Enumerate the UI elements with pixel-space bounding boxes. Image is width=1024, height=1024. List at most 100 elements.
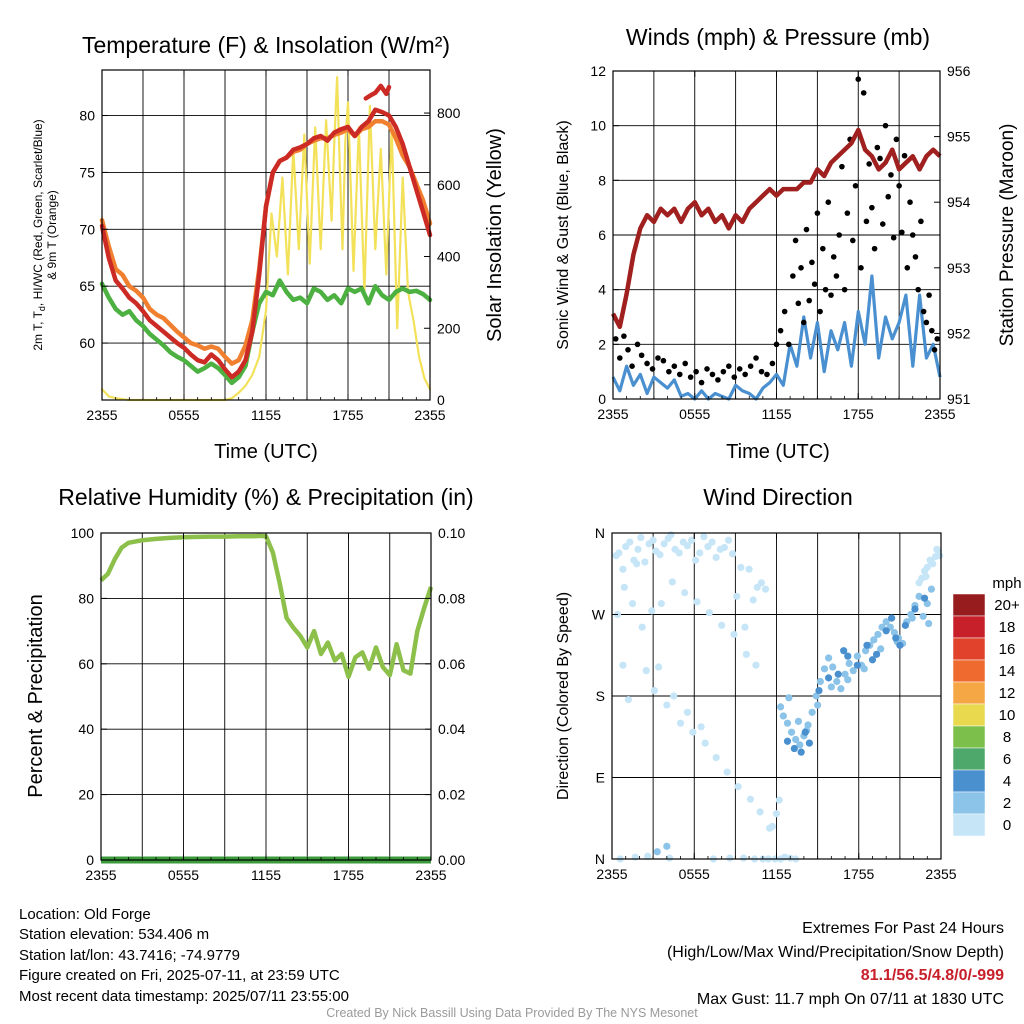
gust-point [720,368,727,375]
y-tick-label: 80 [78,590,94,606]
y-tick-label: E [596,770,605,786]
gust-point [649,366,656,372]
direction-point-strong [888,614,896,622]
direction-point-moderate [663,842,671,850]
gust-point [764,371,770,378]
y-tick-label: 60 [79,335,95,351]
gust-point [660,357,667,364]
x-tick-label: 2355 [85,867,116,883]
winds-y2label: Station Pressure (Maroon) [997,124,1018,347]
gust-point [693,368,699,375]
gust-point [638,352,645,359]
gust-point [923,319,930,326]
gust-point [931,347,938,353]
extremes-values: 81.1/56.5/4.8/0/-999 [860,967,1004,984]
y-tick-label: 0 [598,391,606,407]
y-tick-label: 80 [79,108,95,124]
direction-point-moderate [783,719,792,727]
colorbar-label: 18 [999,619,1016,636]
direction-point-light [619,565,627,573]
x-tick-label: 1155 [761,406,791,422]
direction-point-light [631,853,639,861]
direction-point-light [634,545,642,553]
gust-point [918,218,924,225]
x-tick-label: 0555 [168,407,199,423]
direction-point-light [718,621,726,629]
winds-ticks: 2355 0555 1155 1755 235502468101295195295395… [590,63,970,422]
direction-point-moderate [845,659,853,668]
direction-grid [612,533,941,859]
x-tick-label: 1155 [251,867,281,883]
gust-point [777,327,784,334]
gust-point [833,273,840,279]
series-pressure [611,127,942,330]
direction-point-strong [834,670,842,678]
gust-point [726,363,732,370]
colorbar-swatch [952,593,986,617]
direction-point-light [923,563,931,572]
direction-point-light [936,552,944,560]
y-tick-label: 0.02 [438,787,465,803]
temperature-ylabel-sub: d [37,306,47,311]
gust-point [687,374,694,380]
gust-point [836,232,842,238]
credit-line: Created By Nick Bassill Using Data Provi… [326,1006,698,1020]
direction-point-light [668,578,676,586]
direction-point-moderate [841,670,849,678]
direction-point-moderate [777,703,785,711]
direction-point-light [696,549,704,557]
gust-point [634,341,641,348]
gust-point [769,360,776,367]
gust-point [899,229,905,236]
direction-point-light [749,596,757,604]
direction-point-light [650,686,659,695]
direction-point-moderate [808,708,816,716]
direction-point-moderate [890,629,898,637]
direction-point-light [745,565,753,573]
direction-point-light [620,583,628,591]
gust-point [896,183,902,189]
direction-point-strong [882,627,890,635]
direction-point-moderate [787,728,796,736]
direction-point-moderate [919,612,927,620]
direction-point-strong [797,748,805,756]
direction-point-moderate [814,701,822,709]
colorbar-label: 14 [999,663,1016,680]
direction-point-moderate [653,848,661,856]
gust-point [920,308,927,315]
y-tick-label: 10 [590,118,606,134]
direction-point-moderate [908,614,916,622]
gust-point [879,221,886,227]
x-tick-label: 2355 [597,406,628,422]
gust-point [666,368,672,375]
direction-point-strong [815,686,823,695]
y-tick-label: 952 [947,325,971,341]
temperature-ylabel-line2: & 9m T (Orange) [45,190,59,280]
winds-title: Winds (mph) & Pressure (mb) [626,24,930,50]
direction-point-strong [824,674,833,682]
y-tick-label: 600 [437,177,461,193]
temperature-ylabel-line1b: , HI/WC (Red, Green, Scarlet/Blue) [31,119,45,306]
gust-point [839,163,845,170]
direction-point-strong [853,661,861,669]
direction-point-strong [844,652,852,660]
direction-point-light [737,563,745,572]
direction-point-moderate [849,667,857,675]
gust-point [841,286,848,293]
direction-point-light [723,768,731,776]
y-tick-label: 100 [71,525,95,541]
gust-point [795,300,802,307]
direction-point-light [720,543,729,552]
colorbar-swatch [952,615,986,639]
direction-point-light [768,822,776,831]
direction-point-light [660,540,668,548]
direction-point-moderate [779,712,787,720]
direction-point-light [724,536,733,544]
gust-point [758,368,765,375]
y-tick-label: 400 [437,249,461,265]
gust-point [682,360,689,367]
direction-point-light [648,607,656,615]
y-tick-label: 65 [79,278,95,294]
